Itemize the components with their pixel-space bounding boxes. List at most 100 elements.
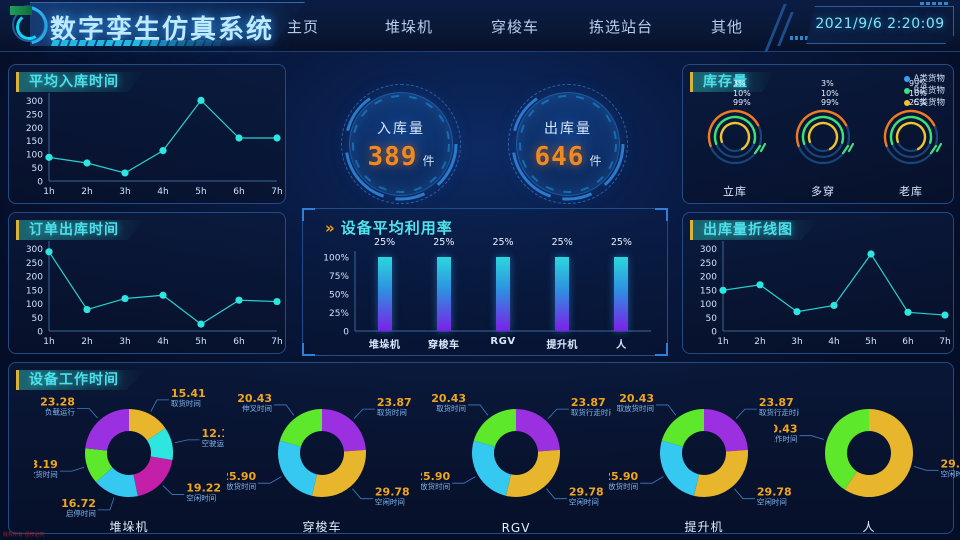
donut-slice[interactable] bbox=[473, 409, 516, 447]
data-point[interactable] bbox=[159, 147, 167, 155]
utilization-bar-label: RGV bbox=[490, 336, 516, 347]
donut-slice[interactable] bbox=[844, 409, 913, 497]
inventory-percent-label: 10% bbox=[733, 88, 751, 98]
data-point[interactable] bbox=[235, 134, 243, 142]
data-point[interactable] bbox=[793, 308, 801, 316]
data-point[interactable] bbox=[941, 311, 949, 319]
inventory-ring-arc[interactable] bbox=[805, 119, 841, 155]
x-axis-tick: 4h bbox=[828, 337, 839, 347]
panel-outbound-line: 出库量折线图 0 50 100 150 200 250 300 1h 2h 3h 4h 5h 6h 7h bbox=[682, 212, 954, 354]
donut-slice[interactable] bbox=[129, 409, 166, 441]
data-point[interactable] bbox=[197, 96, 205, 104]
utilization-bar[interactable] bbox=[377, 257, 392, 331]
inventory-group-name: 多穿 bbox=[811, 185, 835, 198]
data-point[interactable] bbox=[121, 294, 129, 303]
donut-slice[interactable] bbox=[95, 467, 138, 497]
donut-slice[interactable] bbox=[278, 440, 317, 496]
donut-leader-line bbox=[162, 485, 185, 495]
data-point[interactable] bbox=[830, 301, 838, 310]
utilization-bar[interactable] bbox=[614, 257, 629, 331]
donut-slice-label: 工作时间 bbox=[774, 434, 798, 444]
nav-item-stacker[interactable]: 堆垛机 bbox=[384, 17, 433, 36]
donut-slice[interactable] bbox=[85, 409, 129, 451]
inventory-percent-label: 10% bbox=[821, 88, 839, 98]
utilization-bar[interactable] bbox=[555, 257, 570, 331]
gauge-outer-ring bbox=[341, 84, 461, 204]
watermark: 版权所有 侵权必究 bbox=[3, 532, 45, 538]
utilization-bar[interactable] bbox=[496, 257, 510, 331]
inventory-ring-arc[interactable] bbox=[885, 111, 936, 162]
donut-slice[interactable] bbox=[704, 409, 748, 452]
donut-name: 堆垛机 bbox=[109, 520, 149, 534]
inventory-legend-item: C类货物 bbox=[903, 97, 945, 109]
donut-leader-line bbox=[656, 404, 677, 416]
donut-slice-label: 取货时间 bbox=[436, 403, 466, 413]
donut-slice[interactable] bbox=[660, 440, 699, 496]
donut-slice-value: 29.78 bbox=[757, 486, 792, 499]
donut-leader-line bbox=[274, 404, 295, 416]
data-point[interactable] bbox=[159, 291, 167, 299]
donut-slice-label: 空闲时间 bbox=[375, 497, 405, 507]
nav-item-home[interactable]: 主页 bbox=[286, 17, 319, 36]
data-point[interactable] bbox=[904, 308, 912, 316]
donut-slice-value: 16.72 bbox=[61, 497, 96, 510]
legend-label: A类货物 bbox=[913, 74, 945, 84]
donut-slice[interactable] bbox=[661, 409, 704, 447]
panel-title-equipment-worktime: 设备工作时间 bbox=[16, 370, 145, 390]
gauge-outbound-unit: 件 bbox=[589, 154, 602, 168]
nav-item-shuttle[interactable]: 穿梭车 bbox=[490, 17, 539, 36]
data-point[interactable] bbox=[83, 159, 91, 167]
inventory-ring-arc[interactable] bbox=[703, 105, 767, 169]
inventory-ring-arc[interactable] bbox=[879, 105, 943, 169]
utilization-bar-value: 25% bbox=[492, 237, 514, 248]
donut-leader-line bbox=[352, 488, 373, 500]
data-point[interactable] bbox=[83, 305, 91, 314]
legend-dot-icon bbox=[903, 100, 910, 106]
panel-title-utilization-text: 设备平均利用率 bbox=[340, 219, 453, 237]
data-point[interactable] bbox=[45, 248, 53, 256]
worktime-donut: 15.41取货时间12.15空驶运行19.22空闲时间16.72启停时间13.1… bbox=[23, 385, 236, 535]
chart-avg-inbound-time: 0 50 100 150 200 250 300 1h 2h 3h 4h 5h 6h 7h bbox=[9, 87, 287, 203]
gauge-inbound-value-row: 389 件 bbox=[341, 142, 461, 172]
donut-slice[interactable] bbox=[85, 448, 113, 483]
header-slash-decoration bbox=[764, 4, 798, 52]
inventory-ring-arc[interactable] bbox=[717, 119, 753, 155]
donut-slice[interactable] bbox=[505, 449, 560, 497]
nav-item-other[interactable]: 其他 bbox=[710, 17, 743, 36]
donut-slice[interactable] bbox=[825, 409, 869, 490]
donut-slice[interactable] bbox=[322, 409, 366, 452]
data-point[interactable] bbox=[719, 286, 727, 294]
donut-slice-label: 取货行走时间 bbox=[759, 407, 799, 417]
donut-slice[interactable] bbox=[311, 449, 366, 497]
donut-slice-value: 19.22 bbox=[186, 482, 221, 495]
donut-slice[interactable] bbox=[279, 409, 322, 447]
donut-slice[interactable] bbox=[516, 409, 560, 452]
donut-leader-line bbox=[547, 408, 569, 419]
data-point[interactable] bbox=[273, 297, 281, 306]
nav-item-picking-station[interactable]: 拣选站台 bbox=[588, 17, 653, 36]
gauge-outbound-label: 出库量 bbox=[544, 121, 592, 137]
donut-slice[interactable] bbox=[147, 428, 173, 461]
donut-slice[interactable] bbox=[693, 449, 748, 497]
data-point[interactable] bbox=[197, 320, 205, 328]
x-axis-tick: 2h bbox=[81, 337, 92, 347]
data-point[interactable] bbox=[867, 250, 875, 258]
data-point[interactable] bbox=[45, 153, 53, 161]
inventory-ring-arc[interactable] bbox=[791, 105, 855, 169]
y-axis-tick: 200 bbox=[26, 273, 43, 283]
utilization-bar[interactable] bbox=[436, 257, 451, 331]
y-axis-tick: 75% bbox=[329, 272, 349, 282]
data-point[interactable] bbox=[235, 296, 243, 304]
donut-slice[interactable] bbox=[472, 440, 511, 496]
data-point[interactable] bbox=[756, 281, 764, 289]
chart-order-outbound-time: 0 50 100 150 200 250 300 1h 2h 3h 4h 5h 6h 7h bbox=[9, 235, 287, 353]
data-point[interactable] bbox=[121, 169, 129, 177]
donut-slice-label: 放货时间 bbox=[609, 481, 638, 491]
inventory-ring-arc[interactable] bbox=[893, 119, 929, 155]
data-point[interactable] bbox=[273, 134, 281, 142]
donut-slice[interactable] bbox=[133, 456, 173, 497]
panel-order-outbound-time: 订单出库时间 0 50 100 150 200 250 300 1h 2h 3h 4h 5h 6h 7h bbox=[8, 212, 286, 354]
inventory-ring-arc[interactable] bbox=[709, 111, 760, 162]
inventory-ring-arc[interactable] bbox=[797, 111, 848, 162]
